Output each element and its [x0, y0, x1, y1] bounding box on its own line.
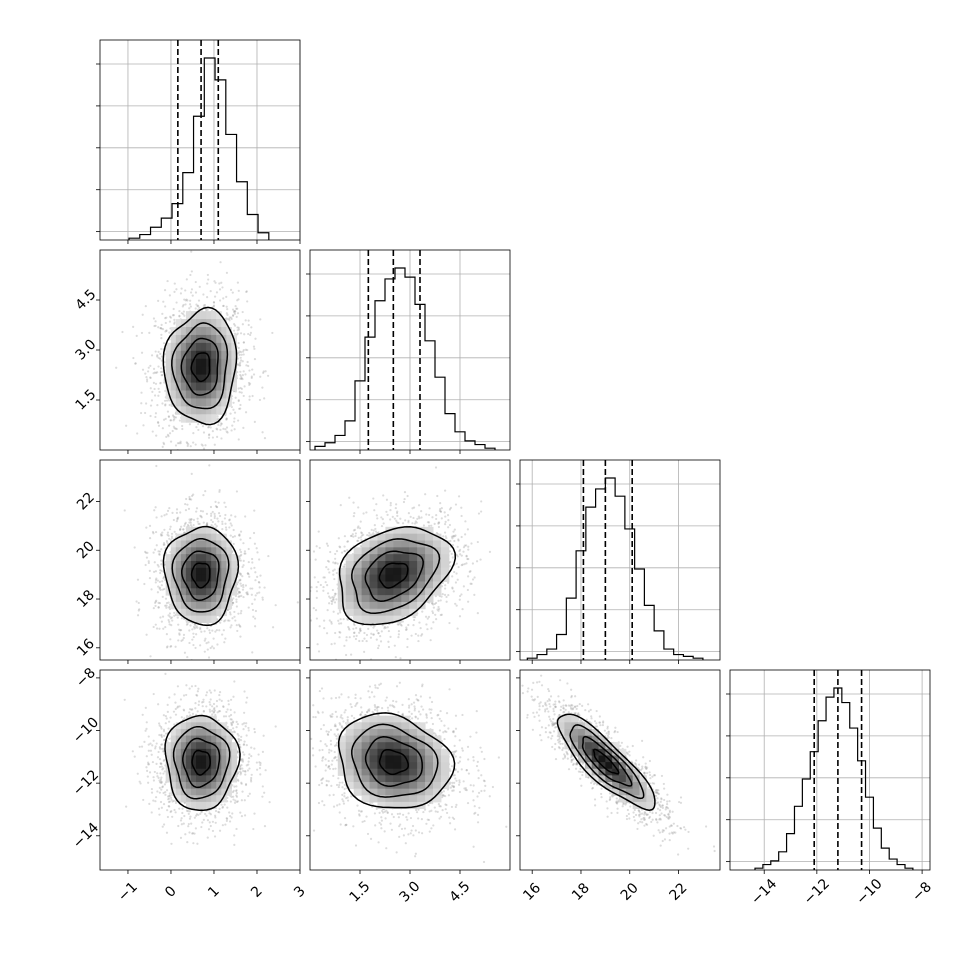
panel-frame: [519, 669, 721, 871]
contour-level-2: [172, 725, 231, 800]
histogram-line: [526, 477, 704, 660]
scatter-panel-3-0: [96, 669, 301, 874]
y-tick-label: 4.5: [72, 286, 99, 313]
x-tick-label: 2: [248, 883, 266, 901]
histogram-panel-0: [96, 39, 301, 244]
x-tick-label: 16: [520, 880, 544, 904]
contour-level-1: [364, 550, 424, 602]
y-tick-label: −12: [70, 767, 102, 799]
x-tick-label: 0: [162, 883, 180, 901]
histogram-panel-1: [306, 249, 511, 454]
panel-frame: [99, 39, 301, 241]
x-tick-label: 20: [618, 880, 642, 904]
contour-level-2: [569, 724, 645, 800]
contour-level-0: [378, 748, 409, 776]
x-tick-label: 3: [291, 883, 309, 901]
panel-content: [123, 464, 299, 660]
contour-level-0: [593, 748, 620, 775]
scatter-panel-3-2: [516, 669, 721, 874]
contour-level-3: [164, 714, 241, 811]
x-tick-label: −10: [853, 876, 885, 908]
y-tick-label: 22: [74, 490, 98, 514]
contour-level-0: [190, 352, 211, 383]
y-tick-label: −10: [70, 714, 102, 746]
contour-level-2: [171, 322, 229, 410]
x-tick-label: −14: [748, 876, 780, 908]
histogram-panel-3: [726, 669, 931, 874]
scatter-panel-1-0: [96, 249, 301, 454]
density-shading: [337, 715, 450, 810]
x-tick-label: 18: [569, 880, 593, 904]
y-tick-label: −8: [73, 665, 99, 691]
scatter-panel-3-1: [306, 669, 511, 874]
contour-level-3: [162, 525, 240, 627]
x-tick-label: −8: [909, 879, 935, 905]
panel-frame: [99, 669, 301, 871]
contour-level-3: [337, 712, 456, 809]
contour-level-0: [378, 562, 409, 589]
x-tick-label: −12: [801, 876, 833, 908]
panel-content: [521, 674, 716, 856]
x-tick-label: 4.5: [446, 878, 473, 905]
contour-level-1: [182, 737, 221, 789]
y-tick-label: −14: [70, 820, 102, 852]
x-tick-label: 1: [205, 883, 223, 901]
y-tick-label: 20: [74, 538, 98, 562]
contour-level-0: [191, 749, 211, 776]
contour-level-0: [190, 562, 211, 589]
panel-frame: [519, 459, 721, 661]
panel-content: [115, 250, 274, 450]
scatter-panel-2-0: [96, 459, 301, 664]
y-tick-label: 18: [74, 587, 98, 611]
y-tick-label: 1.5: [72, 386, 99, 413]
x-tick-label: 22: [667, 880, 691, 904]
scatter-panel-2-1: [306, 459, 511, 664]
contour-level-3: [162, 306, 238, 426]
contour-level-2: [351, 723, 439, 798]
histogram-line: [754, 687, 914, 870]
histogram-line: [128, 57, 270, 240]
contour-level-1: [181, 550, 220, 602]
panel-background: [730, 670, 930, 870]
panel-background: [100, 40, 300, 240]
contour-level-3: [338, 526, 457, 626]
panel-background: [520, 460, 720, 660]
histogram-line: [314, 267, 496, 450]
panel-frame: [729, 669, 931, 871]
panel-frame: [99, 459, 301, 661]
panel-content: [310, 466, 492, 660]
x-tick-label: 3.0: [396, 878, 423, 905]
panel-content: [310, 681, 510, 864]
contour-level-3: [556, 713, 656, 811]
y-tick-label: 16: [74, 636, 98, 660]
histogram-panel-2: [516, 459, 721, 664]
contour-level-1: [180, 337, 219, 396]
y-tick-label: 3.0: [72, 336, 99, 363]
contour-level-1: [581, 735, 633, 787]
x-tick-label: 1.5: [346, 878, 373, 905]
contour-level-1: [364, 736, 423, 787]
panel-content: [123, 672, 277, 846]
contour-level-2: [351, 538, 441, 615]
contour-level-2: [171, 538, 230, 613]
x-tick-label: −1: [115, 879, 141, 905]
